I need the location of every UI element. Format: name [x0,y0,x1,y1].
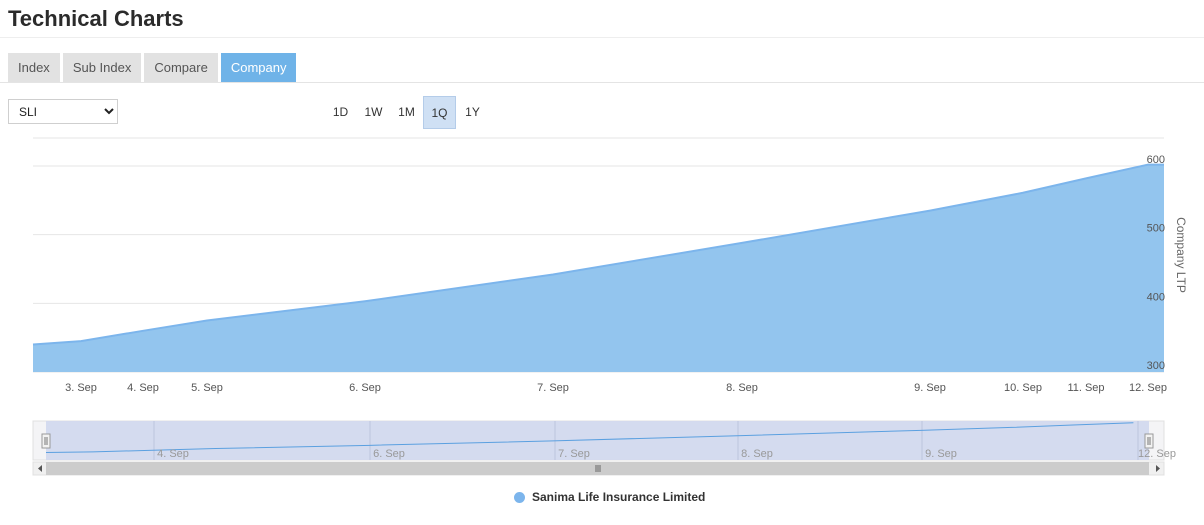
y-tick-label: 600 [1147,154,1165,166]
x-tick-label: 8. Sep [726,382,758,394]
tab-compare[interactable]: Compare [144,53,218,82]
range-button-1q[interactable]: 1Q [423,96,456,129]
company-select[interactable]: SLI [8,99,118,124]
series-area-fill [33,164,1164,372]
navigator-tick-label: 7. Sep [558,448,590,460]
tab-company[interactable]: Company [220,53,297,82]
navigator-tick-label: 12. Sep [1138,448,1176,460]
legend-label: Sanima Life Insurance Limited [532,490,706,504]
x-axis: 3. Sep 4. Sep 5. Sep 6. Sep 7. Sep 8. Sep 9. S… [65,382,1167,394]
legend[interactable]: Sanima Life Insurance Limited [514,490,705,504]
page-title: Technical Charts [8,6,184,31]
x-tick-label: 10. Sep [1004,382,1042,394]
x-tick-label: 6. Sep [349,382,381,394]
x-tick-label: 4. Sep [127,382,159,394]
x-tick-label: 11. Sep [1067,382,1104,394]
y-axis: 300 400 500 600 [1147,154,1165,372]
tab-index[interactable]: Index [8,53,60,82]
scroll-right-arrow-icon[interactable] [1156,465,1160,472]
y-tick-label: 500 [1147,223,1165,235]
x-tick-label: 3. Sep [65,382,97,394]
x-tick-label: 7. Sep [537,382,569,394]
range-button-1m[interactable]: 1M [398,105,415,119]
y-axis-title: Company LTP [1174,217,1188,293]
series-line [32,163,1164,346]
tab-sub-index[interactable]: Sub Index [62,53,142,82]
legend-marker [514,491,525,503]
navigator[interactable]: 4. Sep 6. Sep 7. Sep 8. Sep 9. Sep 12. Sep [32,420,1176,476]
range-button-1y[interactable]: 1Y [465,105,480,119]
chart-tabs: Index Sub Index Compare Company [8,53,297,82]
title-divider [0,37,1204,38]
navigator-handle[interactable] [1144,433,1154,449]
navigator-tick-label: 8. Sep [741,448,773,460]
navigator-series-line [45,422,1134,453]
navigator-tick-label: 9. Sep [925,448,957,460]
navigator-selection [46,421,1149,460]
range-button-1d[interactable]: 1D [332,105,349,119]
y-tick-label: 300 [1147,360,1165,372]
y-tick-label: 400 [1147,291,1165,303]
navigator-tick-label: 4. Sep [157,448,189,460]
range-button-1w[interactable]: 1W [364,105,383,119]
x-tick-label: 12. Sep [1129,382,1167,394]
range-selector: 1D 1W 1M 1Q 1Y [324,96,489,129]
scroll-left-arrow-icon[interactable] [38,465,42,472]
x-tick-label: 9. Sep [914,382,946,394]
x-tick-label: 5. Sep [191,382,223,394]
tabs-divider [0,82,1204,83]
series-area [32,163,1164,372]
navigator-tick-label: 6. Sep [373,448,405,460]
navigator-handle[interactable] [41,433,51,449]
